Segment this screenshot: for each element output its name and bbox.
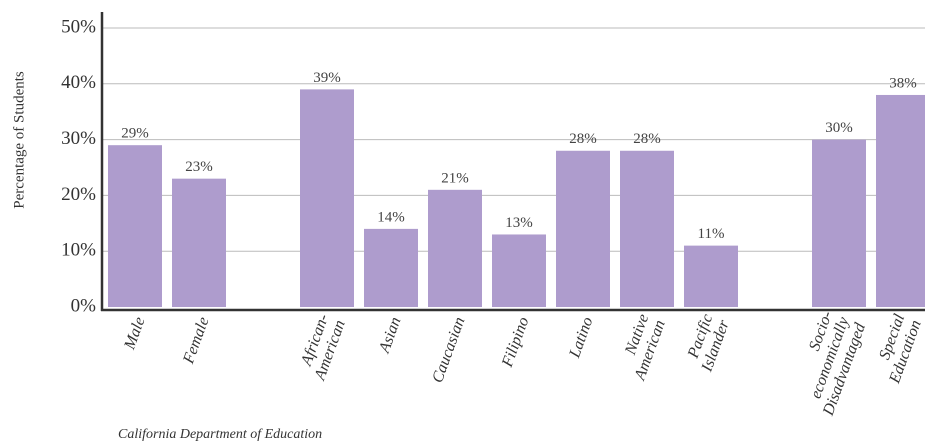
x-tick-label: African-American — [294, 312, 348, 383]
bar — [364, 228, 418, 307]
x-tick-label: Filipino — [498, 315, 532, 370]
y-tick-label: 0% — [71, 295, 97, 316]
bar — [556, 150, 610, 307]
y-tick-label: 10% — [61, 240, 96, 261]
bar — [620, 150, 674, 307]
bar — [172, 178, 226, 307]
y-tick-label: 30% — [61, 128, 96, 149]
y-tick-label: 50% — [61, 16, 96, 37]
value-label: 11% — [698, 226, 725, 242]
bar — [492, 234, 546, 307]
x-tick-label: Latino — [566, 315, 597, 361]
bar — [684, 245, 738, 307]
x-tick-label: NativeAmerican — [614, 312, 668, 383]
y-tick-label: 40% — [61, 72, 96, 93]
x-tick-label: PacificIslander — [681, 311, 732, 375]
x-tick-label: SpecialEducation — [869, 311, 925, 386]
x-tick-label: Caucasian — [429, 315, 468, 385]
value-label: 29% — [121, 126, 149, 142]
y-axis-label: Percentage of Students — [11, 71, 27, 209]
value-label: 30% — [825, 120, 853, 136]
value-label: 14% — [377, 209, 405, 225]
bar — [300, 89, 354, 307]
value-label: 39% — [313, 70, 341, 86]
source: California Department of Education — [118, 427, 322, 442]
x-tick-label: Female — [179, 315, 212, 367]
bar — [428, 189, 482, 307]
value-label: 38% — [889, 75, 917, 91]
value-label: 28% — [633, 131, 661, 147]
bar — [876, 94, 925, 308]
y-tick-label: 20% — [61, 184, 96, 205]
value-label: 23% — [185, 159, 213, 175]
value-label: 21% — [441, 170, 469, 186]
x-tick-label: Socio-economicallyDisadvantaged — [786, 308, 869, 419]
bar — [812, 139, 866, 307]
value-label: 28% — [569, 131, 597, 147]
bar — [108, 145, 162, 307]
x-tick-label: Male — [121, 315, 149, 353]
value-label: 13% — [505, 215, 533, 231]
x-tick-label: Asian — [375, 315, 404, 356]
